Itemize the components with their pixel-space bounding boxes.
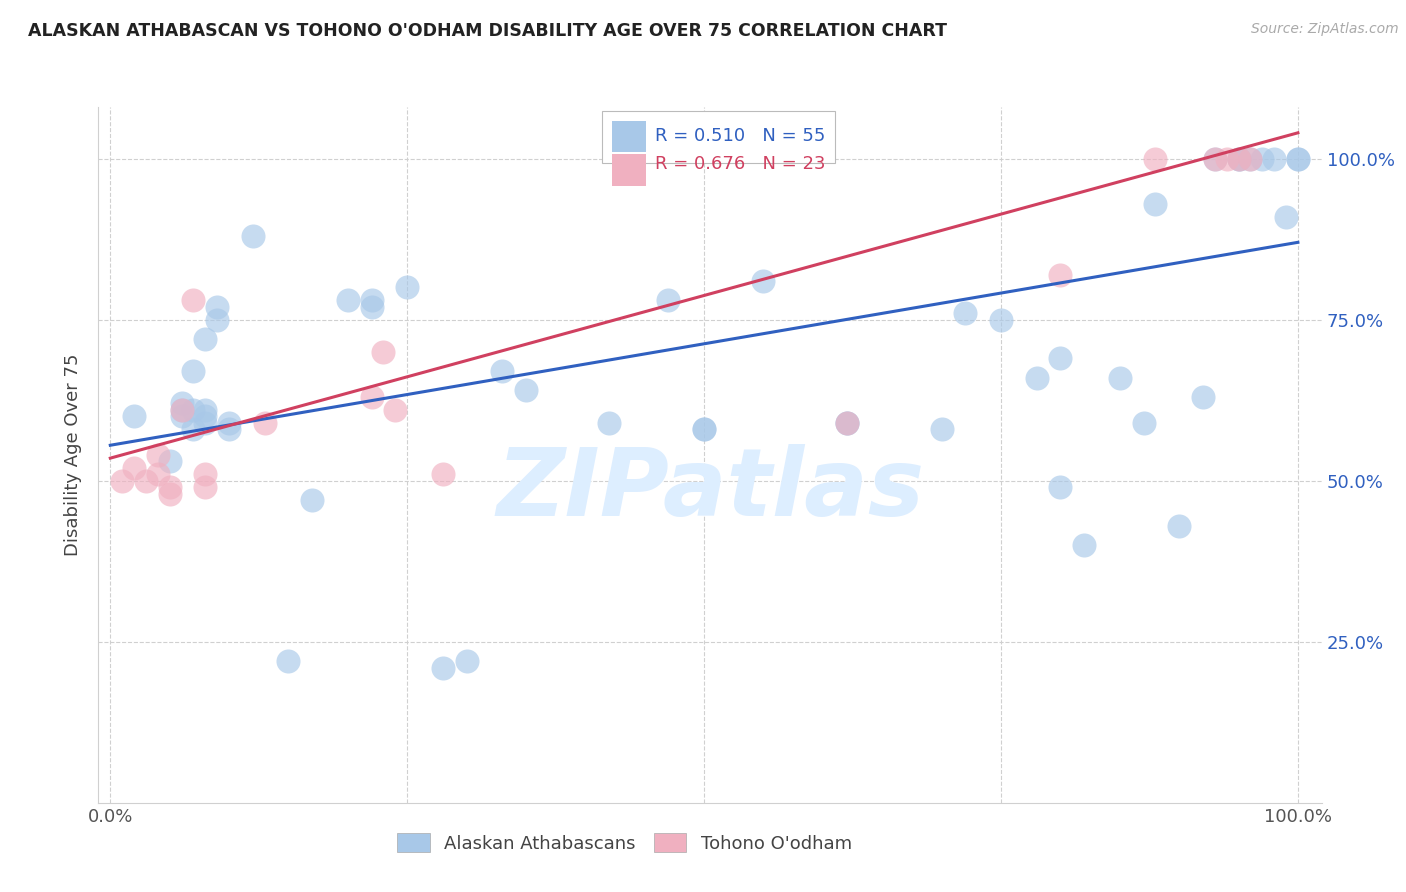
Point [336, 293, 359, 308]
Point [301, 493, 323, 508]
Point [159, 480, 181, 494]
Point [205, 300, 228, 314]
Bar [612, 154, 647, 186]
Point [135, 474, 157, 488]
Point [1204, 152, 1226, 166]
Point [170, 402, 193, 417]
Text: ZIPatlas: ZIPatlas [496, 443, 924, 536]
Point [1263, 152, 1285, 166]
Point [1025, 370, 1047, 384]
Point [360, 390, 382, 404]
Point [1239, 152, 1261, 166]
Point [1108, 370, 1130, 384]
Point [253, 416, 276, 430]
Point [194, 402, 217, 417]
Point [1204, 152, 1226, 166]
Point [360, 300, 382, 314]
Point [183, 402, 205, 417]
Point [432, 467, 454, 482]
Legend: Alaskan Athabascans, Tohono O'odham: Alaskan Athabascans, Tohono O'odham [389, 826, 859, 860]
Point [1073, 538, 1095, 552]
Point [515, 384, 537, 398]
Text: ALASKAN ATHABASCAN VS TOHONO O'ODHAM DISABILITY AGE OVER 75 CORRELATION CHART: ALASKAN ATHABASCAN VS TOHONO O'ODHAM DIS… [28, 22, 948, 40]
Bar [612, 121, 647, 153]
Point [1286, 152, 1309, 166]
Point [170, 409, 193, 424]
Point [146, 467, 169, 482]
Point [170, 402, 193, 417]
Point [396, 280, 419, 294]
Text: R = 0.676   N = 23: R = 0.676 N = 23 [655, 155, 825, 173]
Point [693, 422, 716, 436]
Point [194, 480, 217, 494]
Point [194, 416, 217, 430]
Point [931, 422, 953, 436]
Point [1286, 152, 1309, 166]
Point [432, 660, 454, 674]
Point [835, 416, 858, 430]
Point [373, 344, 395, 359]
FancyBboxPatch shape [602, 111, 835, 162]
Point [835, 416, 858, 430]
Point [218, 416, 240, 430]
Point [218, 422, 240, 436]
Point [657, 293, 679, 308]
Point [1049, 351, 1071, 366]
Point [491, 364, 513, 378]
Point [242, 228, 264, 243]
Point [1215, 152, 1237, 166]
Point [1227, 152, 1250, 166]
Point [1144, 152, 1167, 166]
Point [183, 422, 205, 436]
Point [1192, 390, 1215, 404]
Point [1239, 152, 1261, 166]
Point [194, 467, 217, 482]
Point [159, 486, 181, 500]
Point [183, 293, 205, 308]
Point [1168, 518, 1191, 533]
Point [205, 312, 228, 326]
Point [111, 474, 134, 488]
Point [122, 460, 145, 475]
Point [1049, 480, 1071, 494]
Point [456, 654, 478, 668]
Point [1227, 152, 1250, 166]
Point [1275, 210, 1298, 224]
Point [194, 332, 217, 346]
Point [384, 402, 406, 417]
Point [277, 654, 299, 668]
Point [752, 274, 775, 288]
Point [1251, 152, 1274, 166]
Point [159, 454, 181, 468]
Point [122, 409, 145, 424]
Point [183, 364, 205, 378]
Point [1132, 416, 1154, 430]
Point [146, 448, 169, 462]
Point [194, 409, 217, 424]
Y-axis label: Disability Age Over 75: Disability Age Over 75 [65, 353, 83, 557]
Point [1049, 268, 1071, 282]
Point [360, 293, 382, 308]
Point [693, 422, 716, 436]
Point [1227, 152, 1250, 166]
Point [835, 416, 858, 430]
Point [598, 416, 620, 430]
Point [170, 396, 193, 410]
Point [955, 306, 977, 320]
Point [990, 312, 1012, 326]
Text: Source: ZipAtlas.com: Source: ZipAtlas.com [1251, 22, 1399, 37]
Point [1144, 196, 1167, 211]
Text: R = 0.510   N = 55: R = 0.510 N = 55 [655, 128, 825, 145]
